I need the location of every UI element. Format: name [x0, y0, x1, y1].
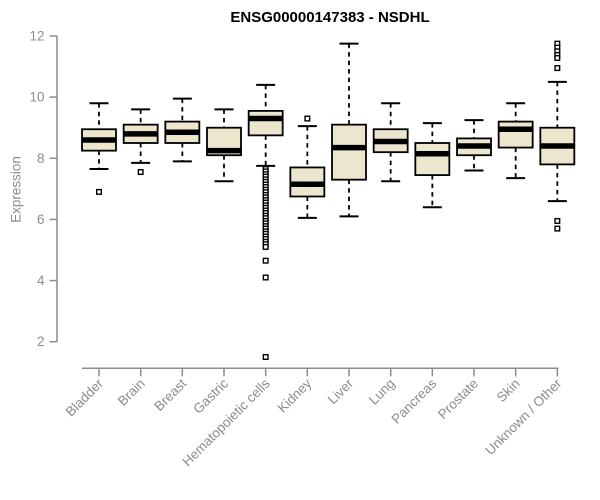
boxplot-gastric — [206, 108, 242, 183]
y-tick-label: 8 — [37, 151, 45, 166]
x-tick-label: Kidney — [275, 376, 315, 416]
outlier-marker — [554, 217, 561, 224]
y-axis: 2 4 6 8 10 12 — [29, 29, 58, 349]
boxplot-prostate — [456, 119, 492, 172]
boxplot-bladder — [81, 102, 117, 195]
y-tick-label: 6 — [37, 212, 45, 227]
x-tick-label: Pancreas — [389, 376, 440, 427]
iqr-box — [414, 142, 451, 176]
x-tick-label: Unknown / Other — [482, 375, 565, 458]
chart-title: ENSG00000147383 - NSDHL — [230, 9, 430, 26]
outlier-marker — [554, 225, 561, 232]
x-tick-label: Bladder — [63, 375, 107, 419]
x-tick-label: Prostate — [435, 376, 481, 422]
boxplot-hematopoietic-cells — [247, 83, 284, 360]
outlier-marker — [304, 115, 311, 122]
iqr-box — [331, 123, 367, 181]
iqr-box — [497, 120, 534, 149]
y-tick-label: 4 — [37, 273, 45, 288]
y-tick-label: 12 — [29, 29, 44, 44]
x-tick-label: Liver — [325, 375, 357, 407]
x-tick-label: Breast — [151, 376, 189, 414]
boxplot-kidney — [289, 115, 326, 219]
boxplot-skin — [497, 102, 534, 180]
boxplot-liver — [331, 42, 367, 218]
iqr-box — [247, 109, 284, 137]
x-tick-label: Gastric — [190, 376, 231, 417]
boxplot-unknown-other — [539, 40, 576, 232]
outlier-marker — [137, 169, 144, 176]
outlier-marker — [554, 55, 561, 62]
outlier-marker — [262, 274, 269, 281]
outlier-marker — [262, 353, 269, 360]
boxplot-breast — [164, 97, 201, 163]
outlier-marker — [554, 65, 561, 72]
boxplot-lung — [372, 102, 409, 183]
x-tick-label: Skin — [494, 376, 523, 405]
boxplot-brain — [122, 108, 159, 176]
y-tick-label: 2 — [37, 334, 45, 349]
y-tick-label: 10 — [29, 90, 44, 105]
x-tick-label: Brain — [115, 376, 148, 409]
outlier-marker — [262, 257, 269, 264]
outlier-marker — [262, 243, 269, 250]
x-tick-label: Lung — [366, 376, 398, 408]
outlier-marker — [95, 188, 102, 195]
boxplot-pancreas — [414, 122, 451, 209]
